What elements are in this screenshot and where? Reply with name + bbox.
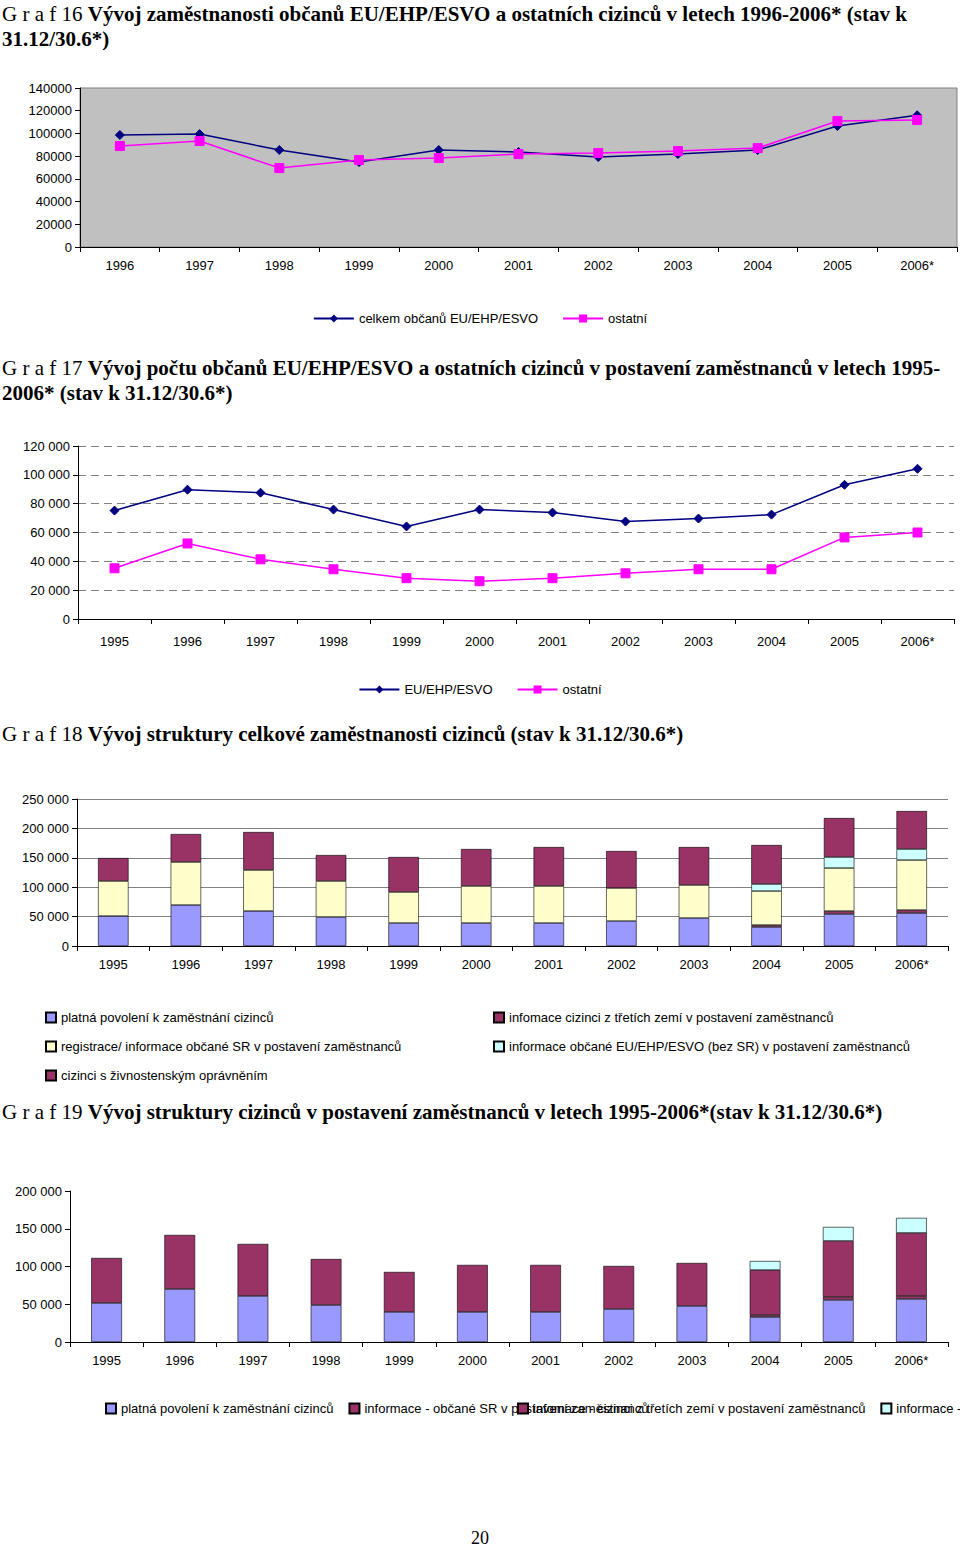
svg-text:1998: 1998	[319, 634, 348, 649]
svg-text:1997: 1997	[238, 1353, 267, 1368]
svg-text:1996: 1996	[173, 634, 202, 649]
svg-text:40 000: 40 000	[30, 554, 70, 569]
svg-text:2006*: 2006*	[901, 634, 935, 649]
svg-text:1998: 1998	[265, 258, 294, 273]
svg-text:2003: 2003	[679, 957, 708, 972]
svg-text:1998: 1998	[312, 1353, 341, 1368]
svg-text:2002: 2002	[584, 258, 613, 273]
svg-text:60000: 60000	[36, 171, 72, 186]
svg-text:2000: 2000	[424, 258, 453, 273]
svg-text:2002: 2002	[607, 957, 636, 972]
svg-text:120000: 120000	[29, 103, 72, 118]
svg-text:0: 0	[55, 1335, 62, 1350]
svg-text:platná povolení k zaměstnání c: platná povolení k zaměstnání cizinců	[61, 1010, 273, 1025]
svg-text:1995: 1995	[92, 1353, 121, 1368]
svg-text:2002: 2002	[611, 634, 640, 649]
svg-text:2003: 2003	[684, 634, 713, 649]
svg-text:ostatní: ostatní	[563, 682, 602, 697]
svg-text:20 000: 20 000	[30, 583, 70, 598]
svg-text:2006*: 2006*	[895, 957, 929, 972]
svg-text:100 000: 100 000	[15, 1259, 62, 1274]
svg-text:informace - občané SR v postav: informace - občané SR v postavení zaměst…	[364, 1401, 649, 1416]
svg-text:100000: 100000	[29, 126, 72, 141]
svg-text:2001: 2001	[504, 258, 533, 273]
svg-text:2000: 2000	[465, 634, 494, 649]
svg-text:2006*: 2006*	[900, 258, 934, 273]
svg-text:2000: 2000	[462, 957, 491, 972]
svg-text:1997: 1997	[244, 957, 273, 972]
svg-text:platná povolení k zaměstnání c: platná povolení k zaměstnání cizinců	[121, 1401, 333, 1416]
svg-text:2000: 2000	[458, 1353, 487, 1368]
svg-text:infomace cizinci z třetích zem: infomace cizinci z třetích zemí v postav…	[509, 1010, 833, 1025]
svg-text:1997: 1997	[246, 634, 275, 649]
svg-text:informace - občané EU/EHP/ESVO: informace - občané EU/EHP/ESVO (bez SR) …	[896, 1401, 960, 1416]
svg-text:150 000: 150 000	[15, 1221, 62, 1236]
svg-text:2003: 2003	[663, 258, 692, 273]
svg-text:0: 0	[63, 612, 70, 627]
svg-text:50 000: 50 000	[29, 909, 69, 924]
svg-text:120 000: 120 000	[23, 439, 70, 454]
svg-text:2005: 2005	[825, 957, 854, 972]
html-text:G r a f 17 Vývoj počtu občanů: G r a f 17 Vývoj počtu občanů EU/EHP/ESV…	[2, 356, 941, 405]
svg-text:1999: 1999	[392, 634, 421, 649]
svg-text:infomace - cizinci z třetích z: infomace - cizinci z třetích zemí v post…	[533, 1401, 865, 1416]
html-text:G r a f 19 Vývoj struktury ciz: G r a f 19 Vývoj struktury cizinců v pos…	[2, 1100, 883, 1124]
svg-text:1996: 1996	[165, 1353, 194, 1368]
svg-text:1998: 1998	[317, 957, 346, 972]
svg-text:2004: 2004	[757, 634, 786, 649]
svg-text:2005: 2005	[830, 634, 859, 649]
svg-text:celkem občanů EU/EHP/ESVO: celkem občanů EU/EHP/ESVO	[359, 311, 538, 326]
svg-text:2003: 2003	[677, 1353, 706, 1368]
svg-text:0: 0	[65, 240, 72, 255]
svg-text:50 000: 50 000	[22, 1297, 62, 1312]
svg-text:2001: 2001	[531, 1353, 560, 1368]
svg-text:1999: 1999	[385, 1353, 414, 1368]
svg-text:EU/EHP/ESVO: EU/EHP/ESVO	[404, 682, 492, 697]
svg-text:150 000: 150 000	[22, 850, 69, 865]
svg-text:60 000: 60 000	[30, 525, 70, 540]
svg-text:1996: 1996	[105, 258, 134, 273]
svg-text:2005: 2005	[823, 258, 852, 273]
svg-text:1995: 1995	[99, 957, 128, 972]
svg-text:cizinci s živnostenským oprávn: cizinci s živnostenským oprávněním	[61, 1068, 268, 1083]
html-text:G r a f 16 Vývoj zaměstnanosti: G r a f 16 Vývoj zaměstnanosti občanů EU…	[2, 2, 907, 51]
svg-text:1999: 1999	[345, 258, 374, 273]
html-text:20: 20	[471, 1528, 489, 1548]
svg-text:2001: 2001	[538, 634, 567, 649]
svg-text:40000: 40000	[36, 194, 72, 209]
svg-text:2004: 2004	[752, 957, 781, 972]
svg-text:100 000: 100 000	[22, 880, 69, 895]
svg-text:1997: 1997	[185, 258, 214, 273]
svg-text:2006*: 2006*	[894, 1353, 928, 1368]
svg-text:ostatní: ostatní	[608, 311, 647, 326]
svg-text:200 000: 200 000	[15, 1184, 62, 1199]
svg-text:informace občané EU/EHP/ESVO (: informace občané EU/EHP/ESVO (bez SR) v …	[509, 1039, 910, 1054]
svg-text:140000: 140000	[29, 81, 72, 96]
svg-text:registrace/ informace občané S: registrace/ informace občané SR v postav…	[61, 1039, 401, 1054]
svg-text:20000: 20000	[36, 217, 72, 232]
svg-text:200 000: 200 000	[22, 821, 69, 836]
svg-text:2005: 2005	[824, 1353, 853, 1368]
svg-text:250 000: 250 000	[22, 792, 69, 807]
html-text:G r a f 18 Vývoj struktury cel: G r a f 18 Vývoj struktury celkové zaměs…	[2, 722, 684, 746]
svg-text:1995: 1995	[100, 634, 129, 649]
svg-text:0: 0	[62, 939, 69, 954]
svg-text:2004: 2004	[743, 258, 772, 273]
svg-text:80000: 80000	[36, 149, 72, 164]
svg-text:2001: 2001	[534, 957, 563, 972]
svg-text:1999: 1999	[389, 957, 418, 972]
svg-text:80 000: 80 000	[30, 496, 70, 511]
svg-text:2004: 2004	[751, 1353, 780, 1368]
svg-text:2002: 2002	[604, 1353, 633, 1368]
svg-text:100 000: 100 000	[23, 467, 70, 482]
svg-text:1996: 1996	[171, 957, 200, 972]
